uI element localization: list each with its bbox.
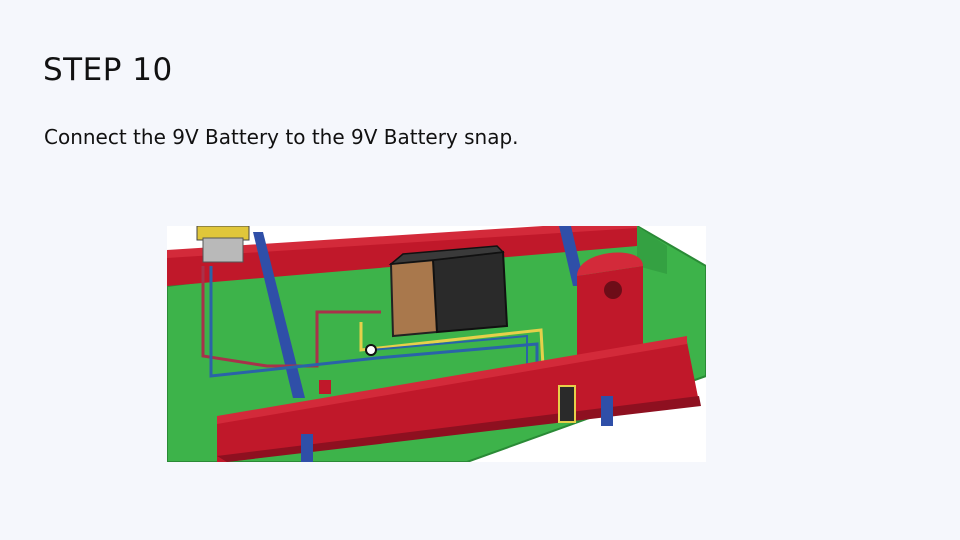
- page-title: STEP 10: [43, 52, 173, 88]
- back-rail-top: [167, 226, 637, 258]
- snap-connector: [558, 385, 576, 423]
- front-post-right: [601, 396, 613, 426]
- small-post: [319, 380, 331, 394]
- wire-endpoint: [365, 344, 377, 356]
- battery-assembly-image: [167, 226, 706, 462]
- battery-top: [388, 245, 505, 265]
- front-rail-dark: [217, 396, 701, 462]
- green-board-edge: [637, 226, 667, 274]
- battery-illustration: [167, 226, 706, 462]
- battery-cap: [389, 258, 439, 338]
- blue-wire-right: [370, 334, 528, 366]
- battery-body: [431, 250, 509, 334]
- yellow-component-base: [202, 237, 244, 263]
- bracket-round-top: [577, 252, 643, 276]
- bracket-hole: [604, 281, 622, 299]
- blue-wire-left: [209, 266, 539, 378]
- front-post-left: [301, 434, 313, 462]
- left-post: [253, 232, 305, 398]
- front-rail: [217, 342, 699, 462]
- yellow-wire: [359, 322, 545, 367]
- instruction-text: Connect the 9V Battery to the 9V Battery…: [44, 125, 519, 149]
- front-rail-top: [217, 336, 687, 424]
